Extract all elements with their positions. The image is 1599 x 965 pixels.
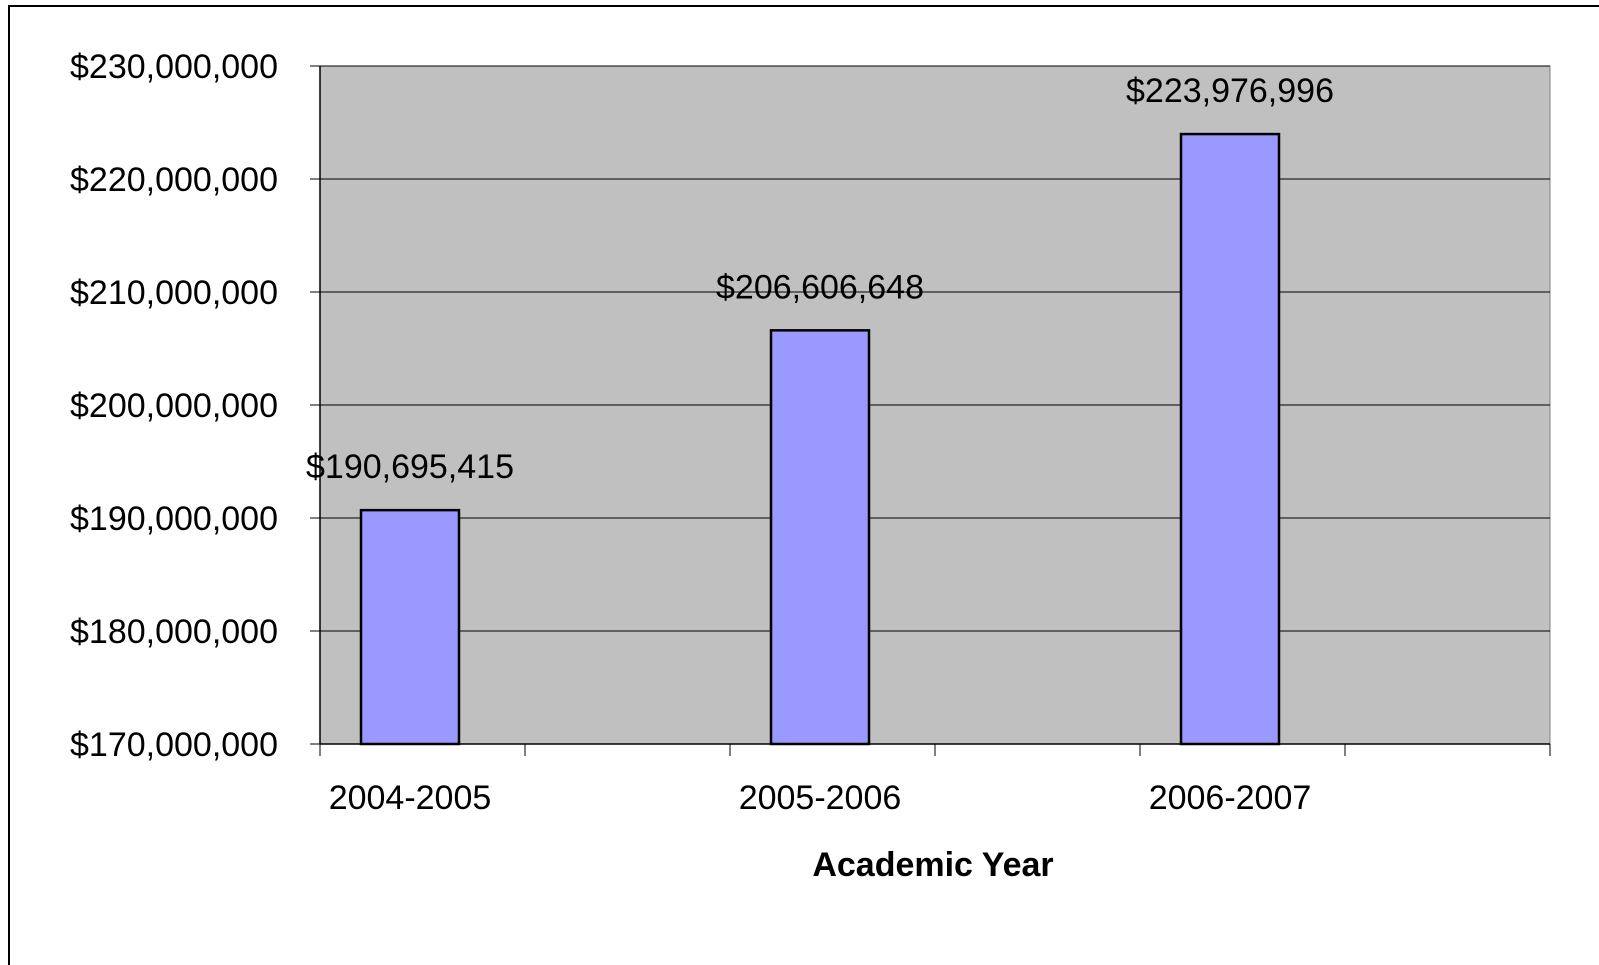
data-label: $206,606,648 [716, 268, 924, 306]
data-label: $223,976,996 [1126, 72, 1334, 110]
y-tick-label: $180,000,000 [70, 613, 278, 651]
bar [771, 330, 869, 744]
x-tick-label: 2004-2005 [329, 779, 492, 817]
x-tick-label: 2005-2006 [739, 779, 902, 817]
x-tick-label: 2006-2007 [1149, 779, 1312, 817]
x-axis: 2004-2005 2005-2006 2006-2007 [320, 744, 1550, 817]
bar [1181, 134, 1279, 744]
data-label: $190,695,415 [306, 448, 514, 486]
y-tick-label: $200,000,000 [70, 387, 278, 425]
y-tick-label: $230,000,000 [70, 48, 278, 86]
y-tick-label: $220,000,000 [70, 161, 278, 199]
y-axis: $170,000,000 $180,000,000 $190,000,000 $200… [70, 48, 320, 764]
y-tick-label: $210,000,000 [70, 274, 278, 312]
y-tick-label: $190,000,000 [70, 500, 278, 538]
bar-chart: $170,000,000 $180,000,000 $190,000,000 $200… [0, 0, 1599, 945]
x-axis-title: Academic Year [812, 846, 1053, 884]
y-tick-label: $170,000,000 [70, 726, 278, 764]
bar [361, 510, 459, 744]
